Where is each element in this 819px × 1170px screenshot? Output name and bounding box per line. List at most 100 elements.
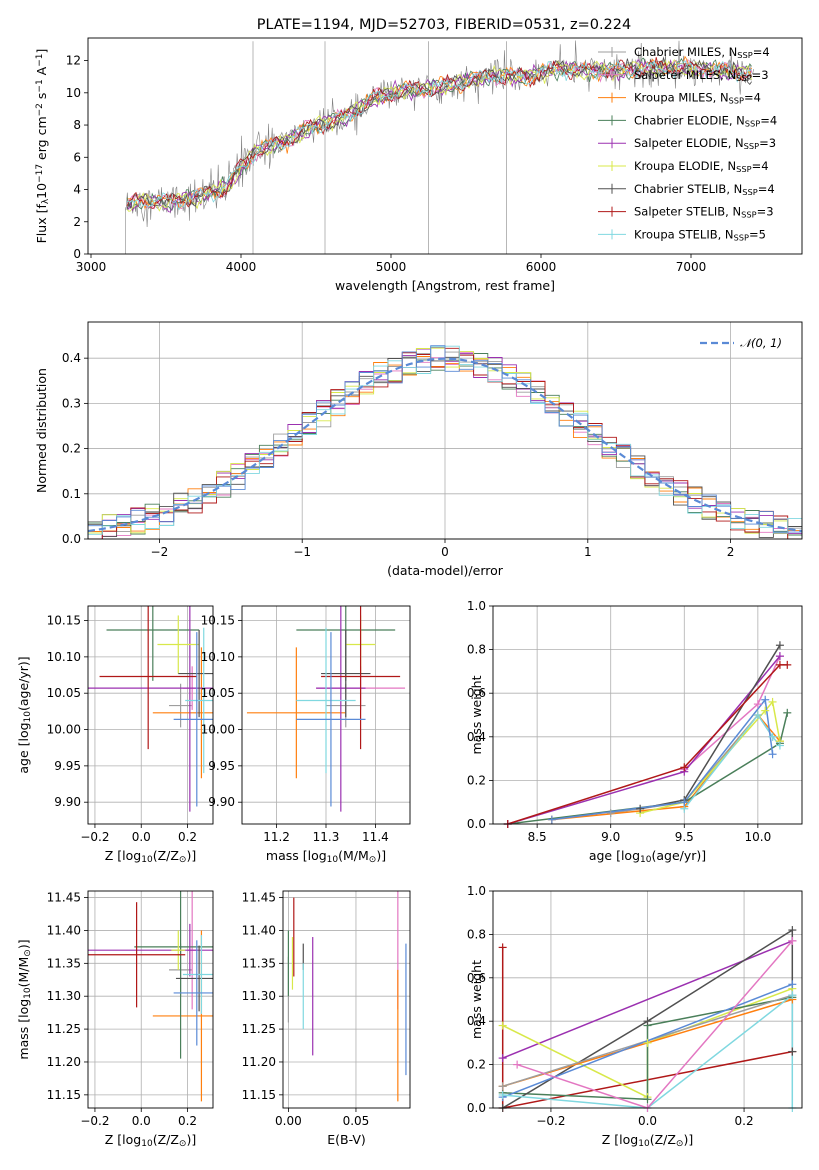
y-tick-label: 11.40 [47,923,81,937]
y-tick-label: 10 [66,86,81,100]
spectrum-model-line [126,55,752,210]
y-tick-label: 10.10 [201,650,235,664]
figure-title: PLATE=1194, MJD=52703, FIBERID=0531, z=0… [257,17,631,33]
x-axis-label: wavelength [Angstrom, rest frame] [335,278,555,293]
plot-area-age_vs_Z [88,606,213,812]
x-axis-label: Z [log10(Z/Z⊙)] [602,1132,693,1149]
legend-label: Kroupa ELODIE, NSSP=4 [634,159,769,174]
y-tick-label: 0 [73,247,81,261]
mass-weight-line [507,664,788,824]
y-tick-label: 0.4 [467,730,486,744]
y-tick-label: 10.05 [47,686,81,700]
y-tick-label: 0.8 [467,927,486,941]
y-tick-label: 11.25 [242,1022,276,1036]
y-tick-label: 6 [73,150,81,164]
legend-label: Salpeter STELIB, NSSP=3 [634,205,774,220]
x-tick-label: 0.0 [638,1114,657,1128]
y-tick-label: 0.2 [62,442,81,456]
axes-frame [282,890,411,1109]
y-tick-label: 2 [73,215,81,229]
spectrum-model-line [126,56,752,210]
y-tick-label: 0.4 [62,351,81,365]
x-tick-label: −0.2 [536,1114,565,1128]
y-tick-label: 0.6 [467,686,486,700]
y-tick-label: 11.15 [47,1088,81,1102]
y-tick-label: 10.10 [47,650,81,664]
x-tick-label: 11.3 [313,830,340,844]
histogram-step-line [88,345,802,539]
y-tick-label: 11.40 [242,923,276,937]
x-tick-label: 11.2 [263,830,290,844]
y-tick-label: 0.0 [62,532,81,546]
mass-weight-line [683,713,781,810]
y-tick-label: 0.2 [467,1058,486,1072]
x-tick-label: 9.5 [675,830,694,844]
mass-weight-line [516,940,793,1108]
x-tick-label: −0.2 [80,830,109,844]
y-tick-label: 9.95 [208,759,235,773]
y-tick-label: 11.15 [242,1088,276,1102]
x-tick-label: 1 [584,545,592,559]
x-tick-label: −2 [151,545,169,559]
y-axis-label: mass weight [469,675,484,754]
x-axis-label: Z [log10(Z/Z⊙)] [105,1132,196,1149]
y-tick-label: 1.0 [467,599,486,613]
mass-weight-line [502,996,793,1101]
y-tick-label: 11.35 [242,956,276,970]
y-tick-label: 12 [66,54,81,68]
x-tick-label: 5000 [376,260,407,274]
y-tick-label: 0.1 [62,487,81,501]
x-tick-label: 10.0 [744,830,771,844]
axes-frame [241,605,411,825]
y-tick-label: 11.45 [47,891,81,905]
y-axis-label: mass [log10(M/M⊙)] [16,939,33,1059]
y-axis-label: Flux [fλ10−17 erg cm−2 s−1 A−1] [34,49,51,244]
x-tick-label: 11.4 [362,830,389,844]
x-tick-label: 2 [727,545,735,559]
x-tick-label: 7000 [676,260,707,274]
y-tick-label: 4 [73,183,81,197]
y-tick-label: 0.0 [467,1101,486,1115]
x-tick-label: 0 [441,545,449,559]
axes-frame [87,605,214,825]
spectrum-model-line [126,57,752,209]
x-axis-label: Z [log10(Z/Z⊙)] [105,848,196,865]
legend-label: Salpeter MILES, NSSP=3 [634,68,769,83]
x-tick-label: 4000 [226,260,257,274]
mass-weight-line [639,644,781,810]
y-tick-label: 0.8 [467,643,486,657]
spectrum-data-line [125,40,754,228]
normal-curve [88,357,802,533]
plot-area-mass_weight_vs_age [507,644,789,824]
y-tick-label: 0.2 [467,773,486,787]
x-tick-label: 8.5 [528,830,547,844]
y-tick-label: 0.4 [467,1014,486,1028]
y-tick-label: 9.90 [54,795,81,809]
y-tick-label: 11.30 [47,989,81,1003]
legend-label: Chabrier ELODIE, NSSP=4 [634,113,777,128]
axes-frame [492,605,803,825]
x-tick-label: −1 [293,545,311,559]
axes-frame [87,890,214,1109]
legend-label: Kroupa STELIB, NSSP=5 [634,227,766,242]
x-tick-label: 0.2 [178,1114,197,1128]
y-tick-label: 11.35 [47,956,81,970]
y-tick-label: 11.20 [242,1055,276,1069]
mass-weight-line [551,697,774,821]
y-tick-label: 1.0 [467,884,486,898]
plot-area-residuals [88,345,802,539]
y-tick-label: 10.00 [47,723,81,737]
x-tick-label: 0.0 [132,1114,151,1128]
plot-area-mass_vs_EBV [287,891,407,1102]
legend-label: 𝒩(0, 1) [740,336,782,350]
y-tick-label: 11.45 [242,891,276,905]
x-tick-label: 0.2 [178,830,197,844]
axes-frame [492,890,803,1109]
y-tick-label: 0.3 [62,396,81,410]
y-tick-label: 0.6 [467,971,486,985]
legend-label: Kroupa MILES, NSSP=4 [634,91,761,106]
plot-area-age_vs_mass [246,606,406,812]
y-tick-label: 10.15 [47,614,81,628]
plot-area-spectrum [125,40,754,254]
